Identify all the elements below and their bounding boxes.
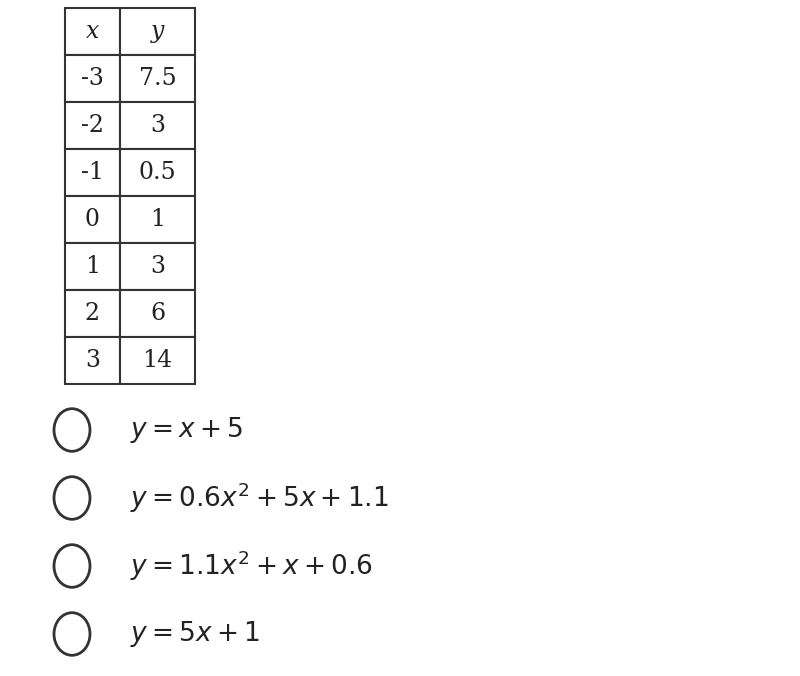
Bar [120, 243, 195, 290]
Text: 3: 3 [150, 255, 165, 278]
Text: 1: 1 [150, 208, 165, 231]
Bar [65, 8, 120, 55]
Bar [65, 243, 120, 290]
Text: 14: 14 [142, 349, 173, 372]
Text: $y = 5x + 1$: $y = 5x + 1$ [130, 619, 260, 649]
Bar [65, 290, 120, 337]
Text: 0: 0 [85, 208, 100, 231]
Bar [120, 196, 195, 243]
Bar [120, 149, 195, 196]
Ellipse shape [54, 545, 90, 587]
Text: $y = x + 5$: $y = x + 5$ [130, 415, 243, 445]
Bar [120, 290, 195, 337]
Ellipse shape [54, 409, 90, 452]
Ellipse shape [54, 612, 90, 655]
Text: $y = 1.1x^2 + x + 0.6$: $y = 1.1x^2 + x + 0.6$ [130, 549, 373, 583]
Text: x: x [86, 20, 99, 43]
Bar [65, 337, 120, 384]
Text: -1: -1 [81, 161, 104, 184]
Bar [120, 102, 195, 149]
Bar [120, 55, 195, 102]
Text: 1: 1 [85, 255, 100, 278]
Text: 6: 6 [150, 302, 165, 325]
Bar [65, 196, 120, 243]
Text: y: y [151, 20, 164, 43]
Bar [120, 337, 195, 384]
Text: -3: -3 [81, 67, 104, 90]
Text: 7.5: 7.5 [138, 67, 176, 90]
Ellipse shape [54, 477, 90, 519]
Text: -2: -2 [81, 114, 104, 137]
Text: 3: 3 [150, 114, 165, 137]
Text: $y = 0.6x^2 + 5x + 1.1$: $y = 0.6x^2 + 5x + 1.1$ [130, 481, 389, 515]
Text: 0.5: 0.5 [138, 161, 176, 184]
Text: 3: 3 [85, 349, 100, 372]
Bar [65, 55, 120, 102]
Bar [65, 149, 120, 196]
Bar [65, 102, 120, 149]
Bar [120, 8, 195, 55]
Text: 2: 2 [85, 302, 100, 325]
